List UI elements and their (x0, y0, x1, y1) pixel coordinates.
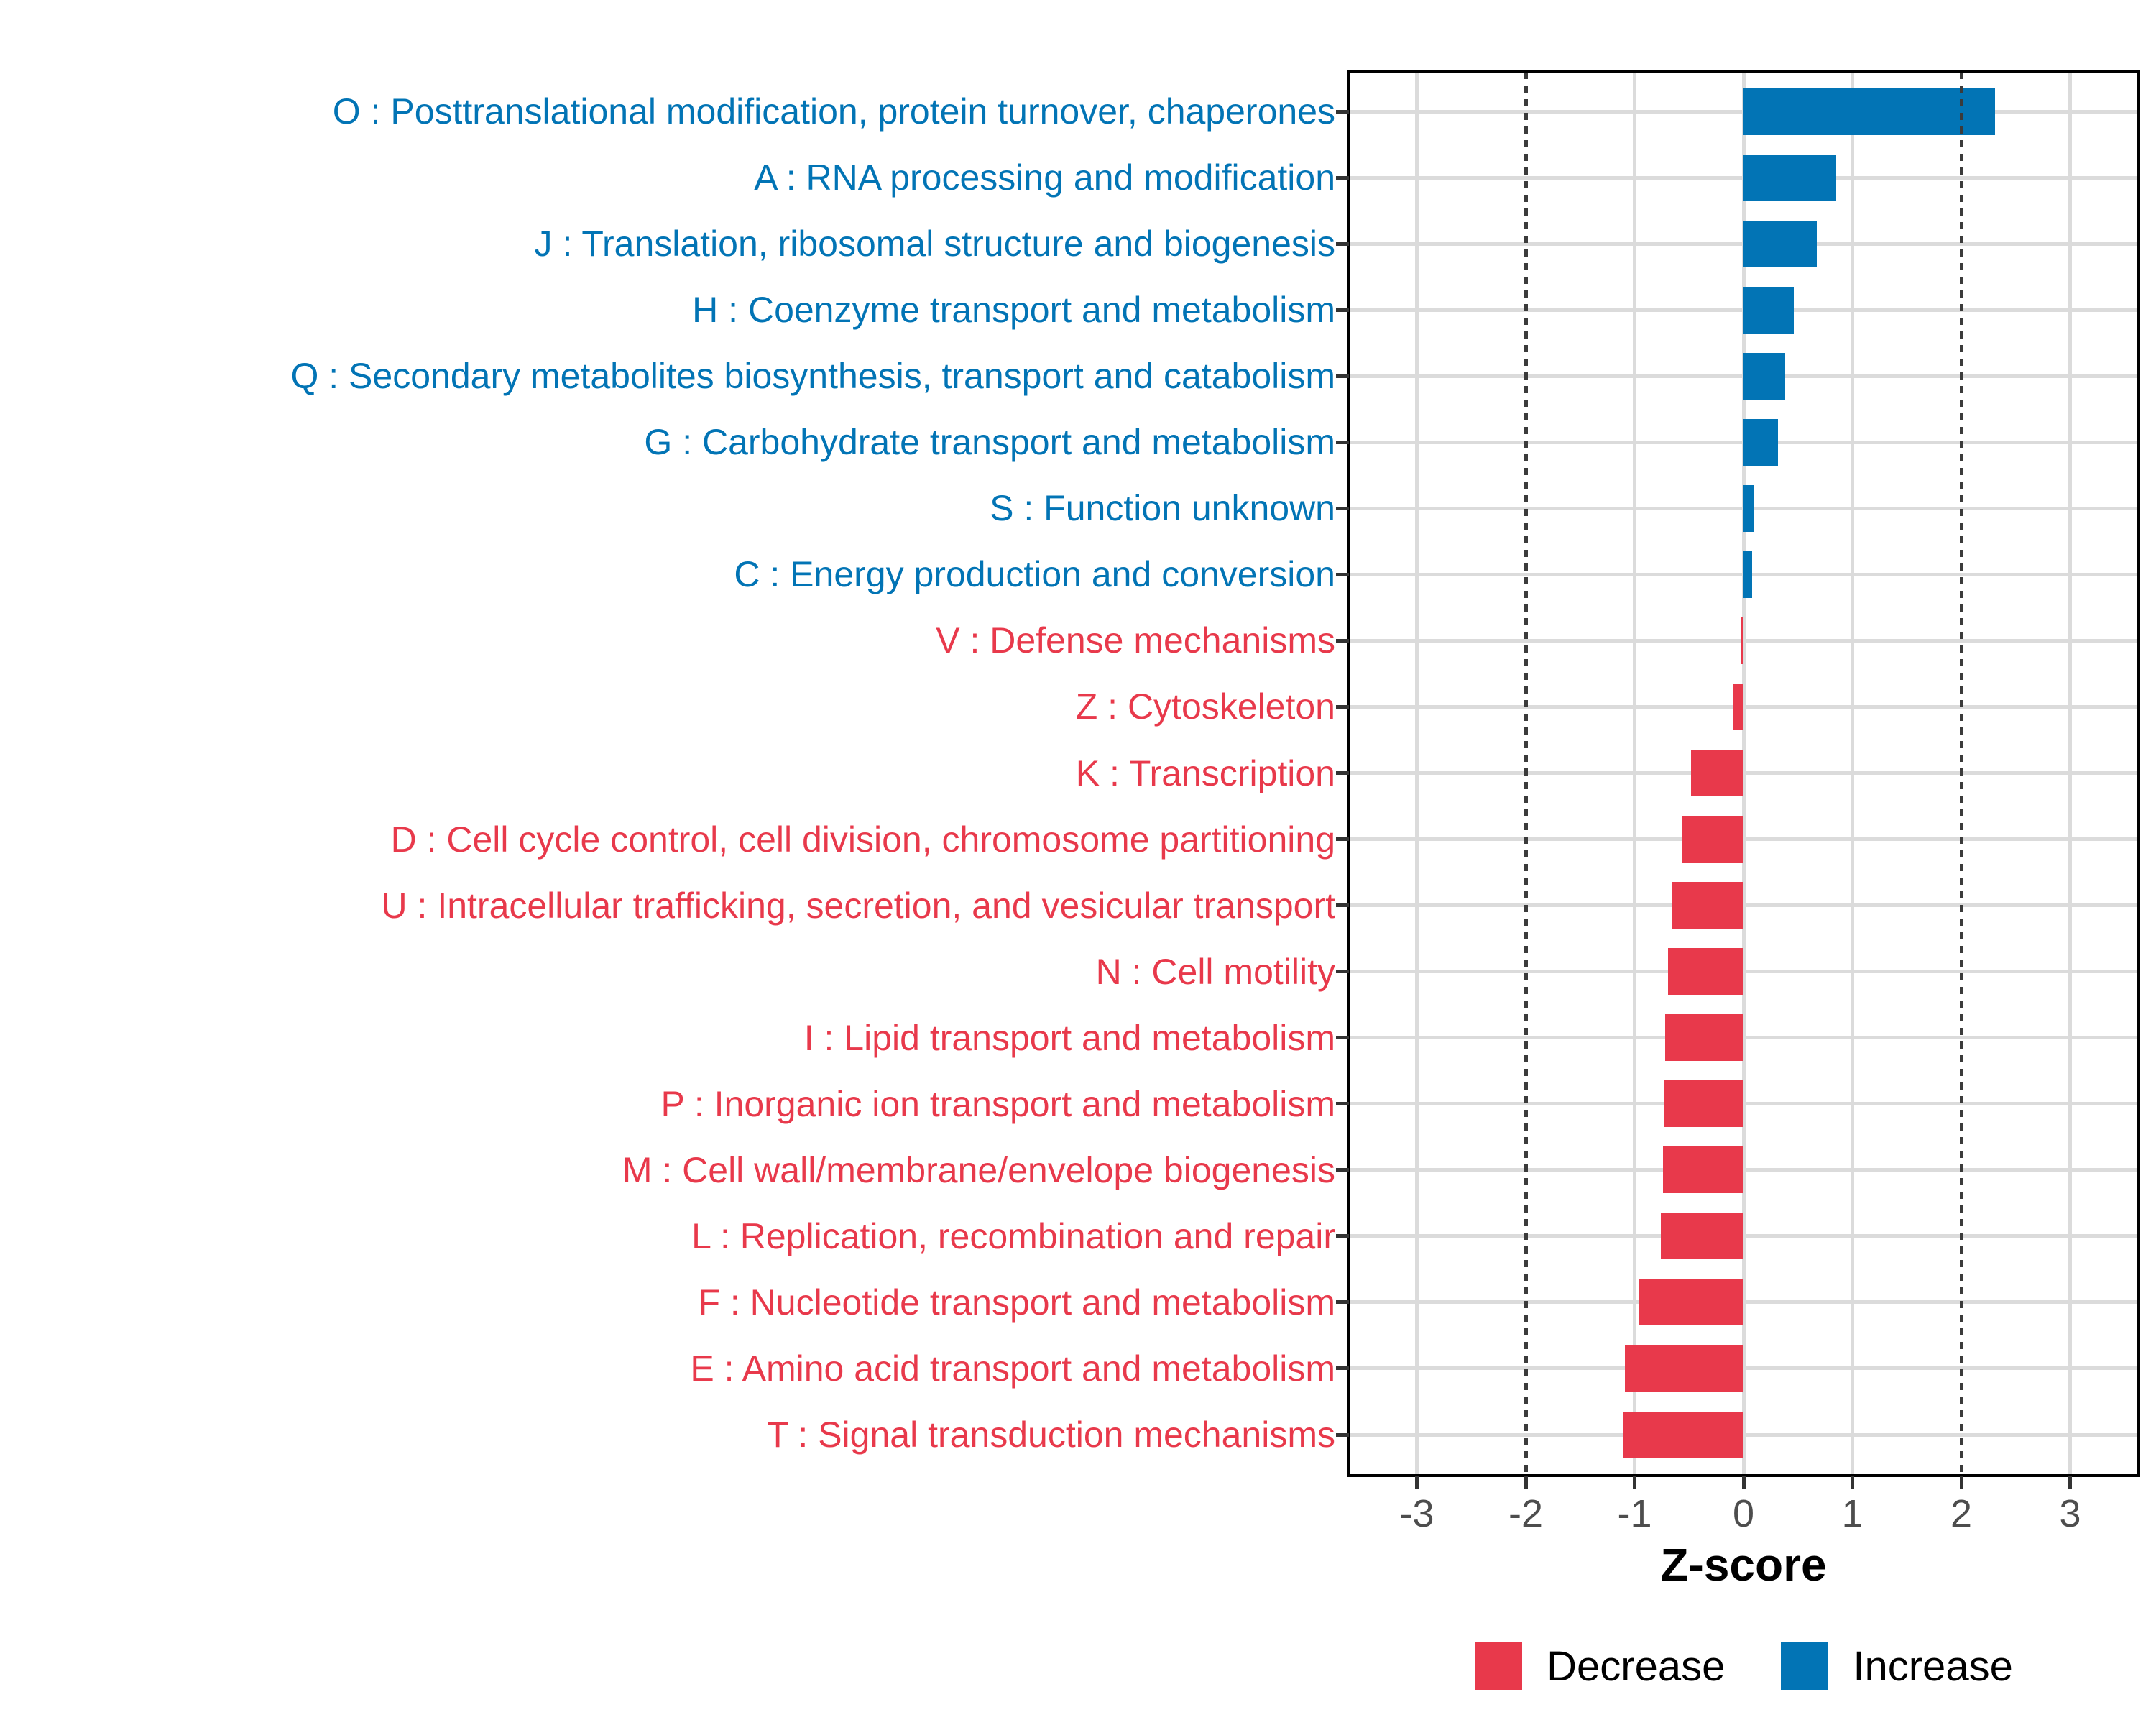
y-tick (1336, 1300, 1349, 1305)
y-tick (1336, 903, 1349, 908)
x-tick-label: -3 (1399, 1492, 1434, 1535)
category-label-S: S : Function unknown (990, 488, 1335, 529)
y-tick (1336, 1102, 1349, 1106)
x-tick-label: -2 (1508, 1492, 1544, 1535)
x-tick-label: 2 (1950, 1492, 1973, 1535)
category-label-G: G : Carbohydrate transport and metabolis… (644, 422, 1335, 463)
x-tick (1633, 1476, 1636, 1489)
category-label-N: N : Cell motility (1095, 951, 1335, 992)
y-tick (1336, 242, 1349, 246)
category-label-F: F : Nucleotide transport and metabolism (698, 1282, 1335, 1322)
x-gridline (1633, 72, 1636, 1476)
x-gridline (1741, 72, 1746, 1476)
threshold-line (1524, 72, 1528, 1476)
y-tick (1336, 109, 1349, 114)
bar-F (1639, 1279, 1743, 1326)
y-tick (1336, 1168, 1349, 1172)
x-gridline (2068, 72, 2072, 1476)
bar-T (1623, 1411, 1743, 1458)
bar-I (1664, 1014, 1743, 1062)
legend: Decrease Increase (1349, 1637, 2139, 1695)
category-label-M: M : Cell wall/membrane/envelope biogenes… (622, 1149, 1335, 1190)
x-gridline (1415, 72, 1419, 1476)
bar-A (1743, 154, 1836, 201)
y-tick (1336, 308, 1349, 312)
bar-P (1664, 1080, 1743, 1128)
category-label-T: T : Signal transduction mechanisms (766, 1414, 1335, 1455)
bar-U (1672, 882, 1743, 929)
legend-item-increase: Increase (1781, 1642, 2013, 1690)
x-tick (2068, 1476, 2072, 1489)
bar-G (1743, 418, 1779, 466)
y-tick (1336, 572, 1349, 576)
category-label-U: U : Intracellular trafficking, secretion… (381, 885, 1335, 926)
legend-label-increase: Increase (1853, 1642, 2013, 1690)
bar-O (1743, 88, 1995, 135)
bar-D (1682, 816, 1743, 863)
y-tick (1336, 1366, 1349, 1371)
x-tick-label: -1 (1617, 1492, 1652, 1535)
y-tick (1336, 638, 1349, 643)
y-tick (1336, 1432, 1349, 1437)
bar-V (1741, 617, 1743, 664)
bar-J (1743, 220, 1817, 267)
x-tick (1524, 1476, 1528, 1489)
bar-Z (1732, 683, 1743, 730)
y-tick (1336, 970, 1349, 974)
y-tick (1336, 771, 1349, 775)
bar-C (1743, 551, 1753, 598)
x-tick (1415, 1476, 1419, 1489)
y-tick (1336, 506, 1349, 510)
category-label-I: I : Lipid transport and metabolism (803, 1017, 1335, 1058)
bar-Q (1743, 352, 1785, 400)
x-axis-title: Z-score (1660, 1539, 1827, 1591)
category-label-P: P : Inorganic ion transport and metaboli… (660, 1083, 1335, 1124)
category-label-H: H : Coenzyme transport and metabolism (692, 290, 1335, 331)
bar-S (1743, 484, 1755, 532)
x-tick (1851, 1476, 1854, 1489)
bar-K (1691, 750, 1743, 796)
category-label-O: O : Posttranslational modification, prot… (332, 91, 1335, 132)
x-tick (1741, 1476, 1746, 1489)
y-tick (1336, 704, 1349, 709)
x-tick-label: 0 (1732, 1492, 1755, 1535)
legend-swatch-decrease (1475, 1642, 1523, 1690)
legend-label-decrease: Decrease (1547, 1642, 1726, 1690)
x-tick (1959, 1476, 1963, 1489)
category-label-K: K : Transcription (1075, 753, 1335, 794)
category-label-D: D : Cell cycle control, cell division, c… (390, 819, 1335, 860)
y-tick (1336, 440, 1349, 444)
bar-N (1668, 948, 1743, 995)
y-tick (1336, 374, 1349, 378)
bar-M (1662, 1146, 1743, 1194)
y-tick (1336, 837, 1349, 842)
category-label-E: E : Amino acid transport and metabolism (690, 1348, 1335, 1389)
legend-item-decrease: Decrease (1475, 1642, 1725, 1690)
bar-E (1624, 1345, 1743, 1392)
category-label-Z: Z : Cytoskeleton (1075, 686, 1335, 727)
category-label-A: A : RNA processing and modification (754, 157, 1335, 198)
category-label-C: C : Energy production and conversion (734, 554, 1335, 595)
x-gridline (1851, 72, 1854, 1476)
bar-H (1743, 286, 1794, 334)
legend-swatch-increase (1781, 1642, 1829, 1690)
y-tick (1336, 1036, 1349, 1040)
category-label-J: J : Translation, ribosomal structure and… (534, 224, 1335, 264)
x-tick-label: 3 (2059, 1492, 2081, 1535)
x-tick-label: 1 (1841, 1492, 1864, 1535)
y-tick (1336, 175, 1349, 180)
threshold-line (1959, 72, 1963, 1476)
y-tick (1336, 1234, 1349, 1238)
category-label-L: L : Replication, recombination and repai… (691, 1215, 1335, 1256)
category-label-V: V : Defense mechanisms (936, 620, 1335, 661)
category-label-Q: Q : Secondary metabolites biosynthesis, … (290, 356, 1335, 397)
bar-L (1660, 1213, 1743, 1260)
